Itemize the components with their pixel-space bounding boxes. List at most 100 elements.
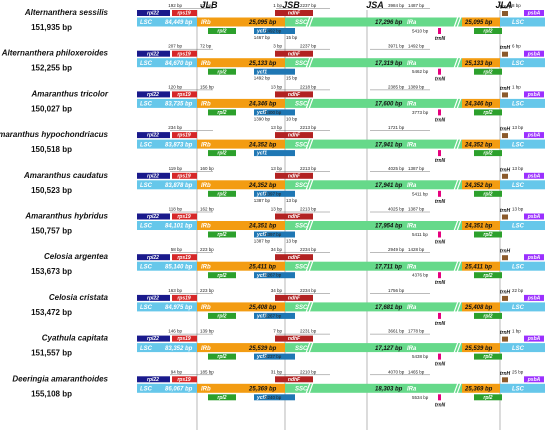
gene-ycf1	[254, 150, 295, 157]
region-ssc-right	[367, 58, 462, 68]
region-irb	[197, 17, 285, 27]
gene-label-ycf1: ycf1	[256, 191, 267, 197]
bp-label: 58 bp	[171, 247, 183, 252]
bp-label: 160 bp	[200, 166, 214, 171]
gene-label-rpl22: rpl22	[147, 92, 159, 98]
gene-label-rpl2: rpl2	[217, 354, 226, 360]
species-row: Amaranthus hybridus 150,757 bp rpl22 rps19 n…	[24, 207, 545, 246]
bp-label: 1387 bp	[254, 198, 271, 203]
gene-psbA	[524, 213, 544, 220]
break-mark	[305, 138, 314, 150]
gene-label-rpl2-right: rpl2	[483, 354, 492, 360]
bp-label: 1389 bp	[408, 84, 425, 89]
bp-label: 8 bp	[512, 3, 521, 8]
gene-label-rpl2-right: rpl2	[483, 69, 492, 75]
bp-label: 1390 bp	[254, 116, 271, 121]
gene-label-psbA: psbA	[527, 255, 541, 261]
bp-label: 2237 bp	[300, 44, 317, 49]
bp-label: 3 bp	[273, 44, 282, 49]
region-label-ira: IRa	[407, 305, 417, 311]
gene-ycf1	[254, 272, 295, 279]
gene-label-trnH: trnH	[500, 5, 511, 11]
gene-label-trnH: trnH	[500, 330, 511, 336]
gene-rpl2	[208, 312, 236, 319]
bp-label: 2213 bp	[300, 125, 317, 130]
bp-label: 2234 bp	[300, 288, 317, 293]
gene-label-rpl2: rpl2	[217, 232, 226, 238]
gene-label-ycf1: ycf1	[256, 29, 267, 35]
region-lsc-left	[137, 17, 197, 27]
species-name: Amaranthus hybridus	[24, 212, 108, 221]
region-label-lsc-right: LSC	[512, 183, 525, 189]
gene-rps19	[172, 50, 197, 57]
gene-rpl22	[137, 213, 170, 220]
bp-label: 94 bp	[171, 369, 183, 374]
gene-psbA	[524, 172, 544, 179]
bp-label: 6 bp	[512, 44, 521, 49]
region-lsc-left	[137, 343, 197, 353]
gene-label-psbA: psbA	[527, 11, 541, 17]
gene-rps19	[172, 213, 197, 220]
gene-rps19	[172, 335, 197, 342]
region-label-irb: IRb	[201, 142, 211, 148]
bp-label: 2237 bp	[300, 3, 317, 8]
gene-trnN	[438, 28, 441, 34]
region-label-ssc: SSC	[295, 346, 308, 352]
region-label-lsc: LSC	[140, 224, 153, 230]
bp-label: 2213 bp	[300, 207, 317, 212]
region-lsc-right	[500, 139, 545, 149]
bp-label: 4376 bp	[412, 273, 429, 278]
gene-label-rps19: rps19	[177, 377, 191, 383]
gene-label-ndhF: ndhF	[288, 214, 301, 220]
gene-ycf1	[254, 109, 295, 116]
bp-label: 4025 bp	[388, 207, 405, 212]
gene-rps19	[172, 91, 197, 98]
gene-label-rpl22: rpl22	[147, 214, 159, 220]
gene-label-rpl2: rpl2	[217, 151, 226, 157]
break-mark	[305, 260, 314, 272]
bp-label: 1387 bp	[254, 239, 271, 244]
gene-label-ycf1: ycf1	[256, 110, 267, 116]
bp-label: 1428 bp	[408, 247, 425, 252]
region-ssc	[285, 58, 367, 68]
region-label-lsc-right: LSC	[512, 264, 525, 270]
bp-label: 3971 bp	[388, 44, 405, 49]
gene-label-rps19: rps19	[177, 214, 191, 220]
region-label-lsc: LSC	[140, 183, 153, 189]
region-ssc	[285, 302, 367, 312]
ira-length: 25,539 bp	[464, 346, 493, 352]
gene-label-ndhF: ndhF	[288, 336, 301, 342]
bp-label: 156 bp	[200, 84, 214, 89]
bp-label: 5411 bp	[412, 191, 428, 196]
region-label-lsc: LSC	[140, 20, 153, 26]
region-lsc-right	[500, 17, 545, 27]
region-label-lsc-right: LSC	[512, 346, 525, 352]
gene-rps19	[172, 294, 197, 301]
region-ssc-right	[367, 17, 462, 27]
lsc-length: 83,735 bp	[165, 102, 193, 108]
region-ira	[462, 98, 500, 108]
region-label-lsc: LSC	[140, 305, 153, 311]
gene-rpl2	[208, 231, 236, 238]
region-label-lsc: LSC	[140, 102, 153, 108]
gene-rpl2-right	[474, 353, 502, 360]
species-name: Amaranthus tricolor	[31, 89, 109, 98]
lsc-length: 83,873 bp	[165, 142, 193, 148]
gene-label-trnH: trnH	[500, 167, 511, 173]
gene-rpl2	[208, 109, 236, 116]
ira-length: 25,369 bp	[464, 387, 493, 393]
gene-rpl2	[208, 190, 236, 197]
ira-length: 24,352 bp	[464, 142, 493, 148]
region-ssc	[285, 17, 367, 27]
gene-rpl2	[208, 272, 236, 279]
gene-trnH	[502, 214, 508, 220]
species-name: Celosia argentea	[44, 252, 109, 261]
gene-trnH	[502, 11, 508, 16]
region-label-lsc: LSC	[140, 264, 153, 270]
gene-label-rps19: rps19	[177, 336, 191, 342]
bp-label: 192 bp	[168, 3, 182, 8]
genome-size: 153,472 bp	[31, 308, 72, 317]
gene-label-trnN: trnN	[435, 117, 446, 123]
bp-label: 2267 bp	[265, 273, 282, 278]
